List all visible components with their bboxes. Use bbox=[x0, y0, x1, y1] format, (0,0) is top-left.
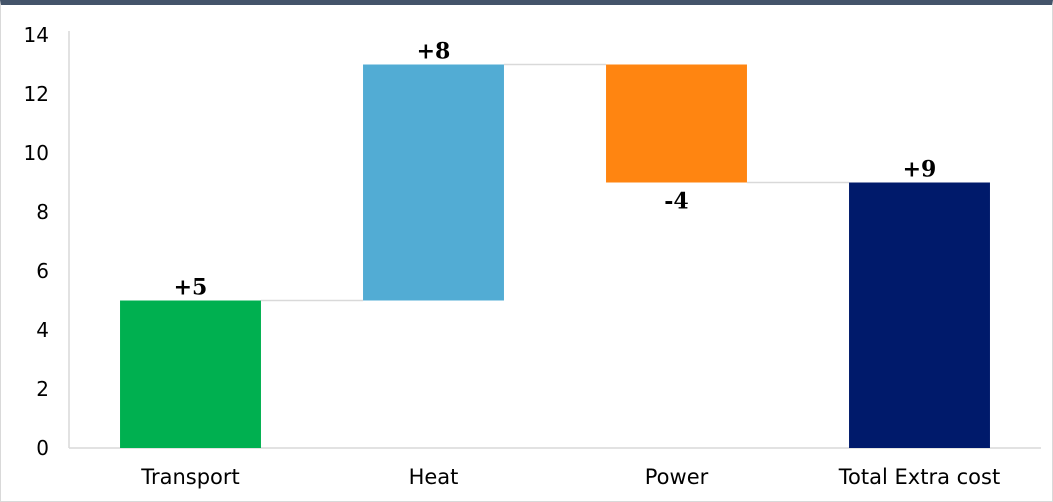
y-tick-label: 2 bbox=[36, 377, 49, 401]
y-tick-label: 10 bbox=[24, 141, 49, 165]
category-label: Total Extra cost bbox=[838, 465, 1000, 489]
y-tick-label: 12 bbox=[24, 82, 49, 106]
bar bbox=[363, 64, 504, 301]
y-tick-label: 4 bbox=[36, 318, 49, 342]
data-label: +8 bbox=[417, 39, 451, 65]
bar bbox=[120, 300, 261, 448]
category-label: Power bbox=[645, 465, 709, 489]
data-label: -4 bbox=[664, 189, 688, 215]
data-label: +9 bbox=[903, 157, 937, 183]
y-tick-label: 8 bbox=[36, 200, 49, 224]
y-tick-label: 0 bbox=[36, 436, 49, 460]
category-label: Heat bbox=[409, 465, 459, 489]
bar bbox=[849, 182, 990, 448]
waterfall-chart: 0 2 4 6 8 10 12 14 +5 Transport +8 Heat -4 Power +9 Tot… bbox=[24, 23, 1041, 489]
y-tick-label: 14 bbox=[24, 23, 49, 47]
bar bbox=[606, 64, 747, 183]
y-tick-label: 6 bbox=[36, 259, 49, 283]
data-label: +5 bbox=[174, 275, 208, 301]
category-label: Transport bbox=[140, 465, 240, 489]
